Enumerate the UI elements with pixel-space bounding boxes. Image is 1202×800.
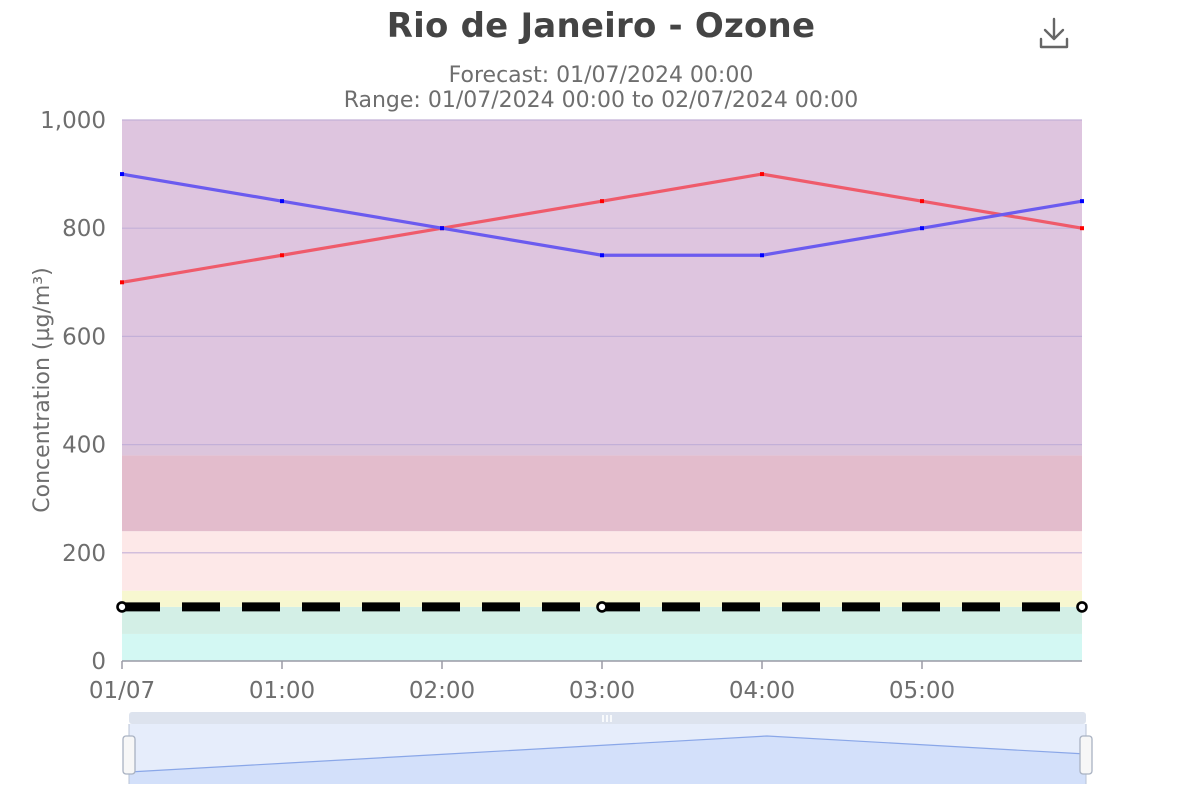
chart-subtitle-forecast: Forecast: 01/07/2024 00:00: [448, 63, 754, 88]
chart-subtitle-range: Range: 01/07/2024 00:00 to 02/07/2024 00…: [343, 88, 859, 113]
series-1-point-4: [760, 253, 764, 258]
y-tick-label-2: 400: [62, 433, 106, 459]
series-1-point-1: [280, 199, 284, 204]
series-lines: [120, 172, 1084, 285]
y-tick-label-4: 800: [62, 216, 106, 242]
threshold-line: [116, 601, 1088, 613]
y-tick-label-3: 600: [62, 324, 106, 350]
download-button[interactable]: [1036, 15, 1072, 51]
series-0-point-4: [760, 172, 764, 177]
y-tick-label-5: 1,000: [40, 108, 106, 134]
x-tick-label-3: 03:00: [569, 678, 635, 704]
x-tick-label-0: 01/07: [89, 678, 155, 704]
plot-band-5: [122, 444, 1082, 456]
x-tick-labels: 01/07 01:00 02:00 03:00 04:00 05:00: [89, 678, 955, 704]
y-tick-label-1: 200: [62, 541, 106, 567]
x-tick-label-2: 02:00: [409, 678, 475, 704]
chart-title: Rio de Janeiro - Ozone: [386, 6, 816, 46]
plot-band-3: [122, 531, 1082, 591]
series-0-point-1: [280, 253, 284, 258]
navigator[interactable]: [122, 712, 1093, 784]
y-tick-label-0: 0: [91, 649, 106, 675]
threshold-marker-0: [116, 601, 128, 613]
series-0-point-6: [1080, 226, 1084, 231]
plot-band-4: [122, 455, 1082, 532]
y-axis-label: Concentration (µg/m³): [30, 267, 55, 512]
download-icon: [1039, 17, 1069, 49]
series-0-point-0: [120, 280, 124, 285]
series-0-point-5: [920, 199, 924, 204]
navigator-handle-right[interactable]: [1079, 735, 1093, 775]
series-1-point-5: [920, 226, 924, 231]
navigator-series-line: [128, 735, 1087, 773]
series-1-point-3: [600, 253, 604, 258]
plot-band-0: [122, 633, 1082, 661]
y-tick-labels: 0 200 400 600 800 1,000: [40, 108, 106, 675]
navigator-series-area: [129, 736, 1086, 784]
threshold-marker-1: [596, 601, 608, 613]
x-tick-label-5: 05:00: [889, 678, 955, 704]
plot-bands: [122, 120, 1082, 661]
x-tick-label-4: 04:00: [729, 678, 795, 704]
series-1-point-6: [1080, 199, 1084, 204]
series-1-point-0: [120, 172, 124, 177]
plot-band-6: [122, 120, 1082, 445]
axes: [121, 660, 1082, 669]
threshold-marker-2: [1076, 601, 1088, 613]
x-tick-label-1: 01:00: [249, 678, 315, 704]
navigator-handle-left[interactable]: [122, 735, 136, 775]
series-1-point-2: [440, 226, 444, 231]
series-0-point-3: [600, 199, 604, 204]
